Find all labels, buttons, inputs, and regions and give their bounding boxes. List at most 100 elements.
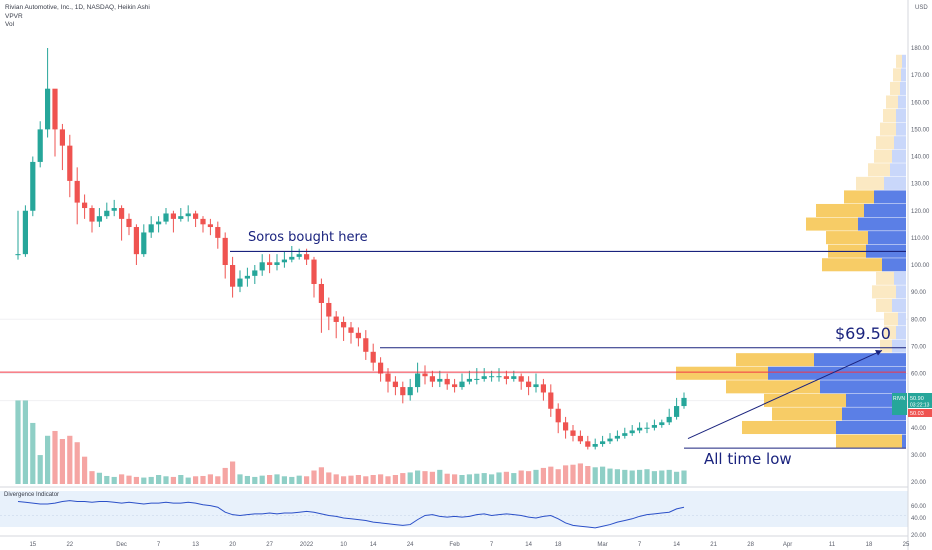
price-tick: 120.00 [911,209,930,215]
candle-body [370,351,376,363]
vpvr-up-bar [836,420,906,435]
candle-body [163,213,169,222]
candle-body [429,376,435,382]
candle-body [407,387,413,396]
vpvr-legend[interactable]: VPVR [5,12,23,20]
volume-bar [459,475,465,484]
candle-body [637,427,643,431]
divergence-line [17,500,685,529]
volume-bar [74,442,80,484]
volume-bar [348,475,354,484]
candle-body [437,378,443,382]
vpvr-down-bar [868,163,890,177]
volume-bar [259,475,265,484]
time-tick: 7 [638,542,642,548]
vpvr-up-bar [894,271,906,285]
volume-bar [378,474,384,484]
time-tick: 7 [157,542,161,548]
volume-bar [577,463,583,484]
trend-arrow-head [875,349,882,356]
volume-legend[interactable]: Vol [5,21,15,28]
time-tick: 14 [370,542,377,548]
time-tick: Mar [597,542,607,548]
volume-bar [651,471,657,484]
vpvr-up-bar [896,326,906,340]
candle-body [237,278,243,287]
vpvr-down-bar [764,393,846,407]
vpvr-up-bar [884,176,906,190]
candle-body [466,378,472,382]
volume-bar [585,466,591,484]
candle-body [37,129,43,162]
candle-body [585,441,591,447]
vpvr-down-bar [876,271,894,285]
volume-bar [496,472,502,484]
candle-body [511,376,517,379]
candle-body [444,378,450,385]
vpvr-down-bar [772,407,842,421]
volume-bar [111,476,117,484]
divergence-band [0,491,908,527]
chart-title: Rivian Automotive, Inc., 1D, NASDAQ, Hei… [5,4,150,11]
candle-body [252,270,258,276]
price-tick: 80.00 [911,317,927,323]
vpvr-up-bar [874,190,906,204]
time-tick: Feb [449,542,460,548]
time-axis[interactable]: 15 22 Dec 7 13 20 27 2022 10 14 24 Feb 7 14 18 Mar 7 14 21… [29,542,910,548]
volume-bar [30,422,36,484]
vpvr-down-bar [742,420,836,435]
volume-bar [674,471,680,484]
volume-bar [230,461,236,484]
vpvr-down-bar [872,285,896,299]
time-tick: 2022 [300,542,314,548]
volume-bar [96,472,102,484]
candle-body [148,224,154,233]
price-tick: 130.00 [911,182,930,188]
volume-bar [444,473,450,484]
volume-bar [274,474,280,484]
candle-body [533,384,539,388]
vpvr-up-bar [882,258,906,272]
candle-body [518,376,524,382]
volume-bar [385,476,391,484]
candle-body [363,338,369,352]
price-tick: 150.00 [911,127,930,133]
candle-body [215,227,221,238]
price-tick: 90.00 [911,290,927,296]
volume-bar [526,471,532,484]
vpvr-down-bar [844,190,874,204]
candle-body [503,376,509,379]
vpvr-up-bar [896,285,906,299]
candle-body [548,392,554,409]
volume-bar [341,476,347,484]
price-axis[interactable]: 180.00 170.00 160.00 150.00 140.00 130.00 120.… [911,46,930,486]
volume-bar [415,470,421,484]
candle-body [385,373,391,382]
volume-bar [437,469,443,484]
candle-body [629,430,635,434]
time-tick: 27 [266,542,273,548]
candle-body [119,208,125,219]
volume-bar [518,470,524,484]
vpvr-down-bar [836,434,902,448]
time-tick: 11 [829,542,836,548]
candle-body [74,180,80,203]
volume-bar [15,400,21,484]
volume-bar [193,476,199,484]
candle-body [267,262,273,265]
candle-body [141,232,147,255]
candle-body [481,376,487,379]
candle-body [415,373,421,388]
candle-body [577,435,583,442]
low-price-tag: 50.03 [910,411,924,417]
currency-label: USD [915,5,928,11]
candle-body [526,381,532,388]
price-tick: 160.00 [911,100,930,106]
vpvr-down-bar [880,339,892,353]
vpvr-down-bar [806,217,858,231]
volume-bar [681,470,687,484]
volume-bar [215,476,221,484]
candle-body [600,441,606,445]
candle-body [170,213,176,219]
